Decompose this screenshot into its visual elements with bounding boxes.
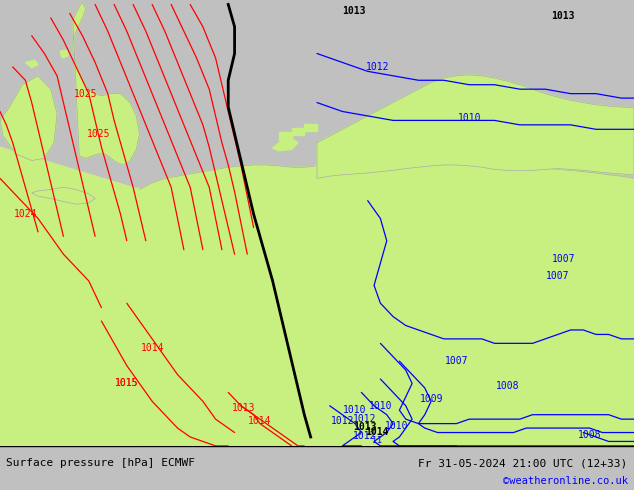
Text: 1013: 1013	[353, 422, 377, 432]
Text: 1007: 1007	[552, 254, 575, 264]
Text: 1013: 1013	[232, 403, 256, 413]
Polygon shape	[0, 190, 51, 446]
Text: 1008: 1008	[578, 430, 602, 440]
Polygon shape	[273, 138, 298, 151]
Polygon shape	[0, 146, 634, 446]
Text: ©weatheronline.co.uk: ©weatheronline.co.uk	[503, 476, 628, 487]
Text: 1010: 1010	[384, 421, 408, 431]
Text: 1025: 1025	[74, 89, 98, 98]
Text: 1009: 1009	[419, 394, 443, 404]
Polygon shape	[0, 188, 139, 446]
Text: 1012: 1012	[330, 416, 354, 426]
Polygon shape	[304, 123, 317, 131]
Text: Surface pressure [hPa] ECMWF: Surface pressure [hPa] ECMWF	[6, 458, 195, 468]
Polygon shape	[73, 2, 139, 165]
Text: 11: 11	[372, 436, 382, 444]
Text: 1007: 1007	[444, 356, 469, 366]
Polygon shape	[292, 128, 304, 135]
Text: 1013: 1013	[552, 11, 575, 21]
Text: 1014: 1014	[140, 343, 164, 353]
Text: 1007: 1007	[546, 271, 570, 281]
Text: 1024: 1024	[13, 209, 37, 219]
Text: 1015: 1015	[115, 378, 139, 389]
Polygon shape	[32, 187, 95, 204]
Text: 1012: 1012	[353, 431, 377, 441]
Polygon shape	[0, 76, 57, 161]
Polygon shape	[317, 75, 634, 178]
Text: 1025: 1025	[86, 129, 110, 139]
Text: 1014: 1014	[365, 427, 389, 437]
Polygon shape	[60, 50, 68, 58]
Text: 1013: 1013	[342, 6, 366, 16]
Text: 1008: 1008	[495, 381, 519, 391]
Text: Fr 31-05-2024 21:00 UTC (12+33): Fr 31-05-2024 21:00 UTC (12+33)	[418, 458, 628, 468]
Text: 1015: 1015	[115, 378, 139, 389]
Text: 1010: 1010	[368, 401, 392, 411]
Text: 1012: 1012	[365, 62, 389, 72]
Polygon shape	[279, 132, 292, 140]
Text: 1012: 1012	[353, 414, 377, 424]
Text: 1010: 1010	[343, 405, 367, 415]
Text: 1010: 1010	[457, 113, 481, 123]
Text: 1014: 1014	[248, 416, 272, 426]
Polygon shape	[25, 60, 38, 68]
